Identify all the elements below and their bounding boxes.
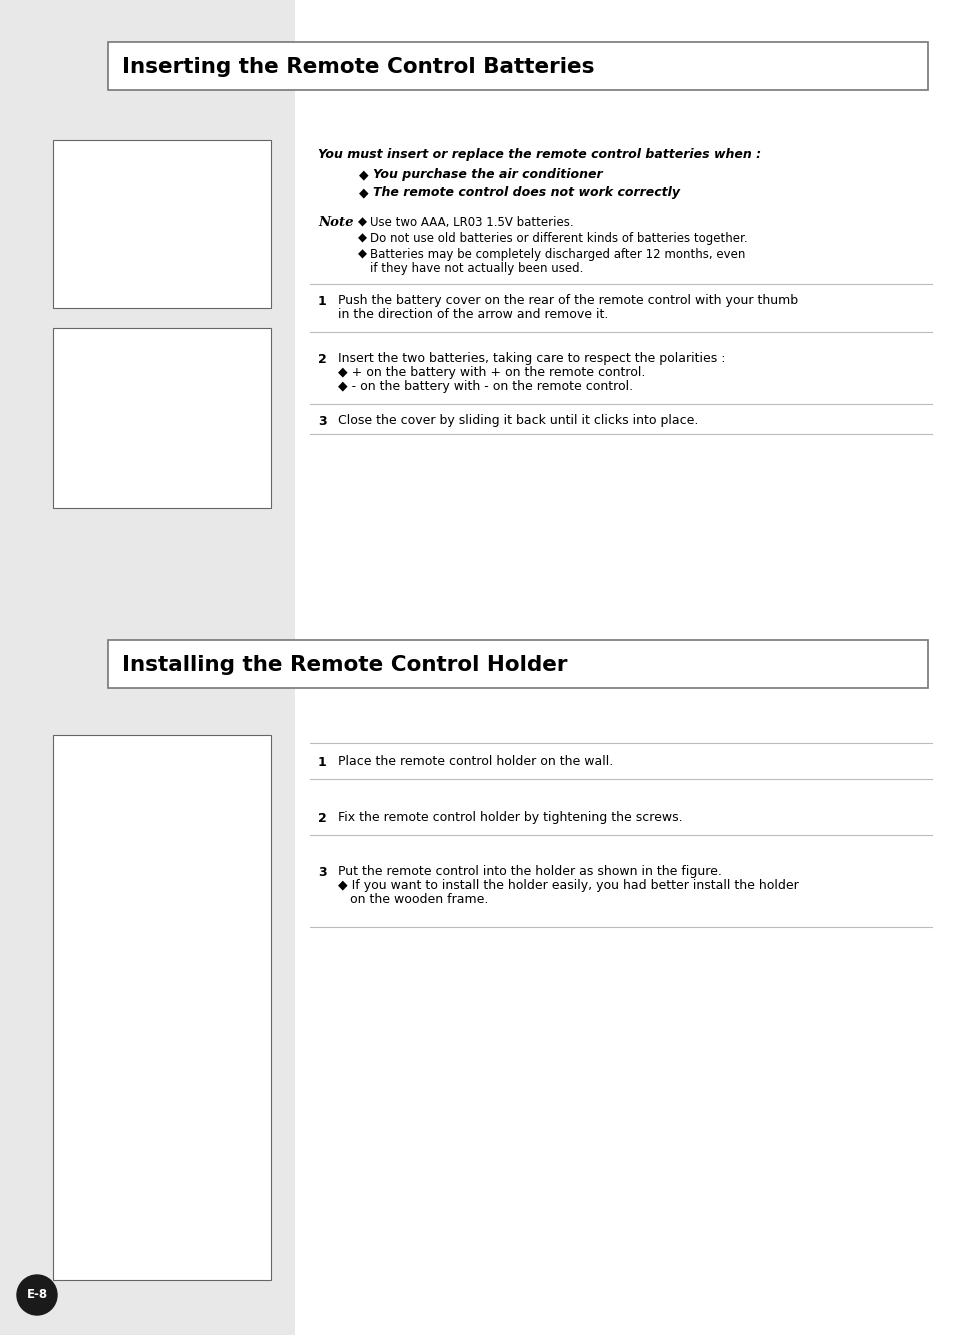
- Text: 2: 2: [317, 812, 327, 825]
- Text: ◆: ◆: [358, 168, 368, 182]
- Text: 3: 3: [317, 415, 326, 429]
- Text: if they have not actually been used.: if they have not actually been used.: [370, 262, 583, 275]
- Text: Installing the Remote Control Holder: Installing the Remote Control Holder: [122, 655, 567, 676]
- Text: You must insert or replace the remote control batteries when :: You must insert or replace the remote co…: [317, 148, 760, 162]
- Text: Insert the two batteries, taking care to respect the polarities :: Insert the two batteries, taking care to…: [337, 352, 724, 364]
- Text: on the wooden frame.: on the wooden frame.: [337, 893, 488, 906]
- Bar: [53, 140, 271, 308]
- Text: 1: 1: [317, 756, 327, 769]
- Text: ◆ + on the battery with + on the remote control.: ◆ + on the battery with + on the remote …: [337, 366, 644, 379]
- Text: ◆: ◆: [357, 232, 367, 246]
- Text: Put the remote control into the holder as shown in the figure.: Put the remote control into the holder a…: [337, 865, 721, 878]
- Text: Inserting the Remote Control Batteries: Inserting the Remote Control Batteries: [122, 57, 594, 77]
- Text: ◆: ◆: [357, 248, 367, 262]
- Bar: [53, 328, 271, 509]
- Text: 2: 2: [317, 352, 327, 366]
- Text: ◆ If you want to install the holder easily, you had better install the holder: ◆ If you want to install the holder easi…: [337, 878, 798, 892]
- Text: Do not use old batteries or different kinds of batteries together.: Do not use old batteries or different ki…: [370, 232, 747, 246]
- Text: Batteries may be completely discharged after 12 months, even: Batteries may be completely discharged a…: [370, 248, 744, 262]
- Text: Note: Note: [317, 216, 354, 230]
- Text: 1: 1: [317, 295, 327, 308]
- Text: Fix the remote control holder by tightening the screws.: Fix the remote control holder by tighten…: [337, 810, 682, 824]
- Text: Close the cover by sliding it back until it clicks into place.: Close the cover by sliding it back until…: [337, 414, 698, 427]
- Text: ◆ - on the battery with - on the remote control.: ◆ - on the battery with - on the remote …: [337, 380, 633, 392]
- Text: 3: 3: [317, 866, 326, 878]
- Text: The remote control does not work correctly: The remote control does not work correct…: [373, 186, 679, 199]
- Text: ◆: ◆: [358, 186, 368, 199]
- Circle shape: [17, 1275, 57, 1315]
- Text: Push the battery cover on the rear of the remote control with your thumb: Push the battery cover on the rear of th…: [337, 294, 798, 307]
- Text: Use two AAA, LR03 1.5V batteries.: Use two AAA, LR03 1.5V batteries.: [370, 216, 573, 230]
- Bar: [108, 639, 927, 688]
- Text: in the direction of the arrow and remove it.: in the direction of the arrow and remove…: [337, 308, 608, 320]
- Text: You purchase the air conditioner: You purchase the air conditioner: [373, 168, 602, 182]
- Bar: [108, 41, 927, 89]
- Text: Place the remote control holder on the wall.: Place the remote control holder on the w…: [337, 756, 613, 768]
- Bar: [0, 0, 294, 1335]
- Bar: [53, 736, 271, 1280]
- Text: E-8: E-8: [27, 1288, 48, 1302]
- Text: ◆: ◆: [357, 216, 367, 230]
